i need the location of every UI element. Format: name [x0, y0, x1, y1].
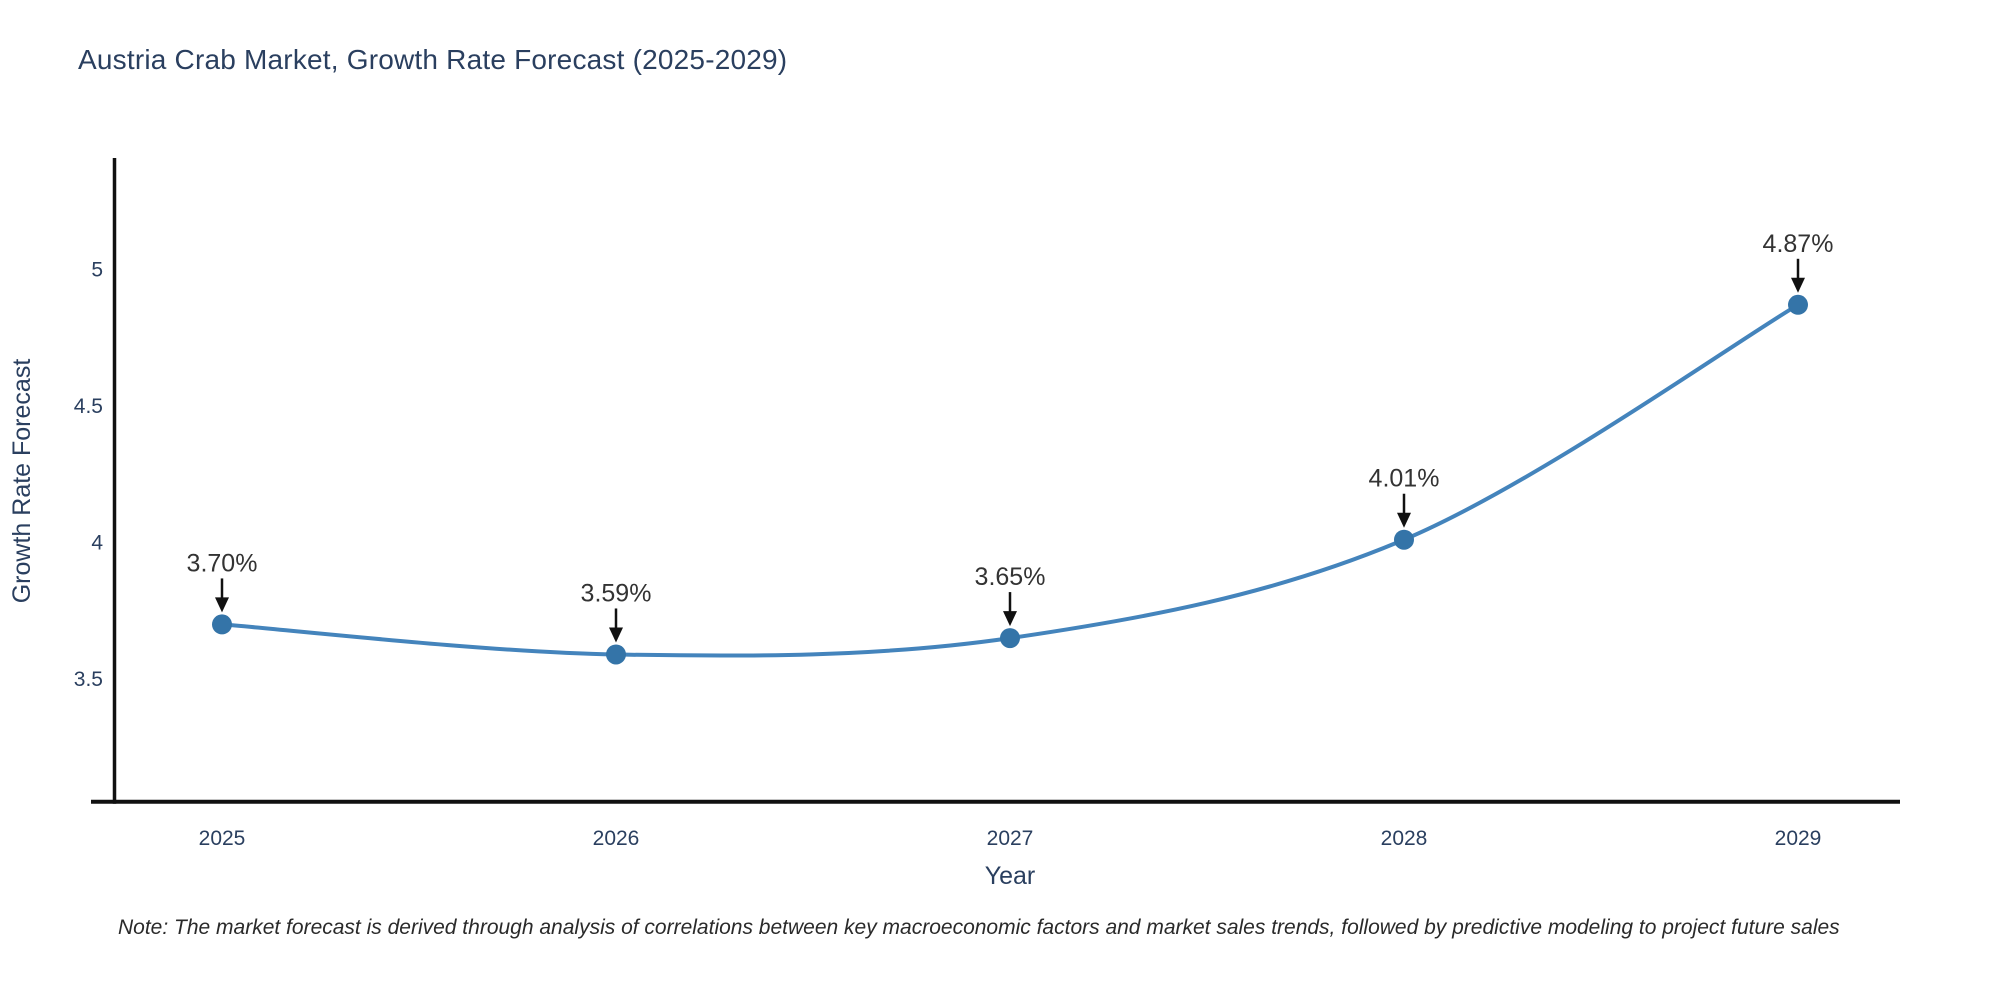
y-tick-label: 3.5	[74, 668, 103, 691]
y-tick-label: 5	[91, 258, 103, 281]
annotation-arrowhead-icon	[215, 597, 229, 613]
y-tick-label: 4.5	[74, 395, 103, 418]
x-tick-label: 2026	[593, 827, 640, 850]
point-label-2025: 3.70%	[187, 549, 258, 577]
data-point-2026	[606, 644, 626, 665]
x-tick-labels-group: 2025 2026 2027 2028 2029	[199, 827, 1822, 850]
data-point-2027	[1000, 628, 1020, 649]
annotation-arrowhead-icon	[1791, 277, 1805, 293]
x-tick-label: 2025	[199, 827, 246, 850]
annotation-arrowhead-icon	[1397, 512, 1411, 528]
data-point-2025	[212, 614, 232, 635]
x-tick-label: 2029	[1775, 827, 1822, 850]
y-tick-labels-group: 3.5 4 4.5 5	[74, 258, 104, 691]
data-point-2028	[1394, 529, 1414, 550]
x-tick-label: 2027	[987, 827, 1034, 850]
annotation-arrowhead-icon	[1003, 611, 1017, 627]
x-tick-label: 2028	[1381, 827, 1428, 850]
markers-group	[212, 294, 1808, 665]
y-axis-title: Growth Rate Forecast	[8, 359, 36, 604]
y-tick-label: 4	[91, 531, 103, 554]
chart-title: Austria Crab Market, Growth Rate Forecas…	[78, 44, 788, 75]
x-axis-title: Year	[985, 862, 1036, 890]
annotation-arrowhead-icon	[609, 627, 623, 643]
point-label-2027: 3.65%	[975, 563, 1046, 591]
footnote: Note: The market forecast is derived thr…	[118, 916, 1840, 939]
annotations-group: 3.70% 3.59% 3.65% 4.01% 4.87%	[187, 230, 1834, 643]
point-label-2029: 4.87%	[1763, 230, 1834, 258]
point-label-2026: 3.59%	[581, 579, 652, 607]
point-label-2028: 4.01%	[1369, 465, 1440, 493]
data-point-2029	[1788, 294, 1808, 315]
